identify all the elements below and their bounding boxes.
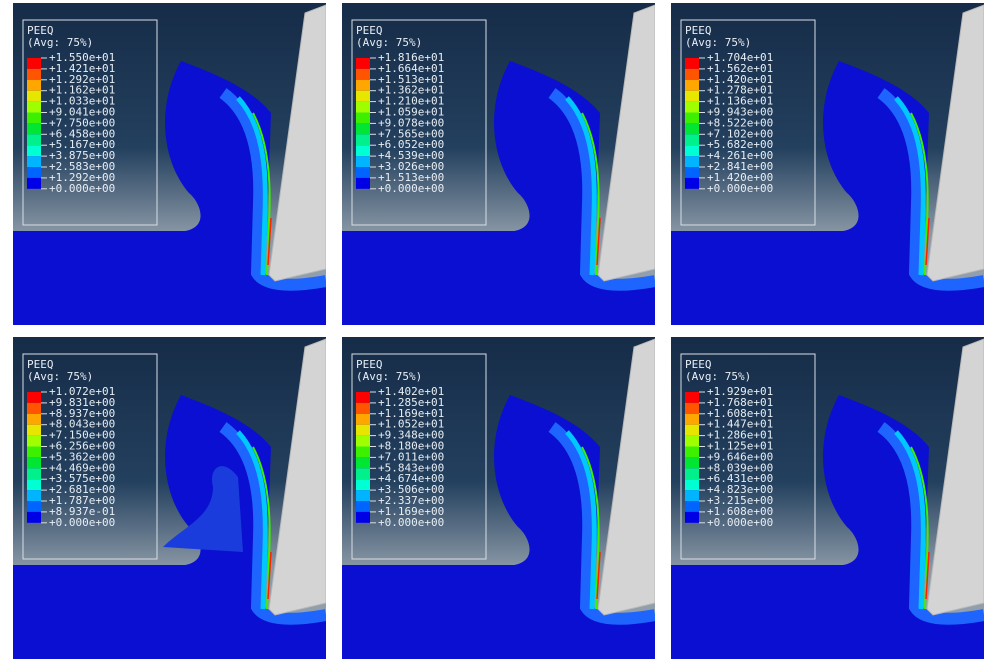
legend-swatch bbox=[356, 447, 370, 458]
legend-swatch bbox=[27, 490, 41, 501]
legend-average: (Avg: 75%) bbox=[685, 370, 751, 383]
legend-swatch bbox=[685, 468, 699, 479]
legend-swatch bbox=[356, 479, 370, 490]
legend-swatch bbox=[685, 414, 699, 425]
legend-label: +0.000e+00 bbox=[49, 516, 115, 529]
legend-swatch bbox=[27, 167, 41, 178]
legend-label: +0.000e+00 bbox=[378, 516, 444, 529]
legend-swatch bbox=[27, 479, 41, 490]
legend-swatch bbox=[27, 457, 41, 468]
simulation-panel: PEEQ(Avg: 75%)+1.929e+01+1.768e+01+1.608… bbox=[671, 337, 984, 659]
legend-swatch bbox=[685, 490, 699, 501]
legend-swatch bbox=[356, 468, 370, 479]
legend-swatch bbox=[685, 80, 699, 91]
legend-average: (Avg: 75%) bbox=[356, 36, 422, 49]
legend-swatch bbox=[27, 392, 41, 403]
legend-swatch bbox=[27, 145, 41, 156]
legend-swatch bbox=[685, 178, 699, 189]
legend-swatch bbox=[356, 134, 370, 145]
legend-swatch bbox=[685, 447, 699, 458]
simulation-panel: PEEQ(Avg: 75%)+1.402e+01+1.285e+01+1.169… bbox=[342, 337, 655, 659]
legend-swatch bbox=[356, 392, 370, 403]
legend-swatch bbox=[356, 501, 370, 512]
legend-swatch bbox=[685, 134, 699, 145]
legend-swatch bbox=[27, 447, 41, 458]
legend-swatch bbox=[356, 490, 370, 501]
legend-swatch bbox=[356, 403, 370, 414]
legend-swatch bbox=[356, 156, 370, 167]
legend-average: (Avg: 75%) bbox=[27, 370, 93, 383]
legend-swatch bbox=[356, 512, 370, 523]
legend-swatch bbox=[27, 414, 41, 425]
legend-swatch bbox=[27, 156, 41, 167]
legend-swatch bbox=[356, 123, 370, 134]
legend-swatch bbox=[685, 479, 699, 490]
legend-swatch bbox=[27, 58, 41, 69]
legend-swatch bbox=[685, 512, 699, 523]
legend-swatch bbox=[356, 91, 370, 102]
simulation-panel: PEEQ(Avg: 75%)+1.550e+01+1.421e+01+1.292… bbox=[13, 3, 326, 325]
legend-swatch bbox=[685, 457, 699, 468]
legend-swatch bbox=[27, 178, 41, 189]
legend-swatch bbox=[27, 69, 41, 80]
simulation-panel: PEEQ(Avg: 75%)+1.072e+01+9.831e+00+8.937… bbox=[13, 337, 326, 659]
legend-swatch bbox=[685, 58, 699, 69]
simulation-panel: PEEQ(Avg: 75%)+1.816e+01+1.664e+01+1.513… bbox=[342, 3, 655, 325]
legend-swatch bbox=[356, 145, 370, 156]
legend-swatch bbox=[356, 178, 370, 189]
legend-average: (Avg: 75%) bbox=[27, 36, 93, 49]
legend-swatch bbox=[685, 113, 699, 124]
legend-label: +0.000e+00 bbox=[707, 182, 773, 195]
legend-swatch bbox=[685, 425, 699, 436]
legend-swatch bbox=[27, 501, 41, 512]
legend-swatch bbox=[685, 392, 699, 403]
legend-swatch bbox=[27, 102, 41, 113]
legend-swatch bbox=[27, 123, 41, 134]
legend-swatch bbox=[685, 501, 699, 512]
legend-swatch bbox=[27, 425, 41, 436]
legend-swatch bbox=[27, 113, 41, 124]
legend-swatch bbox=[685, 145, 699, 156]
legend-swatch bbox=[27, 80, 41, 91]
legend-swatch bbox=[27, 134, 41, 145]
legend-swatch bbox=[356, 167, 370, 178]
legend-label: +0.000e+00 bbox=[49, 182, 115, 195]
legend-swatch bbox=[27, 91, 41, 102]
legend-swatch bbox=[685, 91, 699, 102]
legend-swatch bbox=[356, 414, 370, 425]
legend-swatch bbox=[356, 69, 370, 80]
legend-swatch bbox=[356, 113, 370, 124]
legend-swatch bbox=[356, 457, 370, 468]
legend-label: +0.000e+00 bbox=[378, 182, 444, 195]
legend-average: (Avg: 75%) bbox=[685, 36, 751, 49]
legend-swatch bbox=[685, 123, 699, 134]
legend-swatch bbox=[356, 80, 370, 91]
legend-swatch bbox=[356, 425, 370, 436]
legend-swatch bbox=[356, 436, 370, 447]
simulation-panel: PEEQ(Avg: 75%)+1.704e+01+1.562e+01+1.420… bbox=[671, 3, 984, 325]
figure-grid: PEEQ(Avg: 75%)+1.550e+01+1.421e+01+1.292… bbox=[0, 0, 984, 655]
legend-swatch bbox=[685, 69, 699, 80]
legend-swatch bbox=[685, 403, 699, 414]
legend-swatch bbox=[685, 156, 699, 167]
legend-swatch bbox=[685, 102, 699, 113]
legend-label: +0.000e+00 bbox=[707, 516, 773, 529]
legend-swatch bbox=[356, 102, 370, 113]
legend-swatch bbox=[27, 468, 41, 479]
legend-swatch bbox=[27, 436, 41, 447]
legend-swatch bbox=[685, 436, 699, 447]
legend-swatch bbox=[356, 58, 370, 69]
legend-swatch bbox=[27, 403, 41, 414]
legend-swatch bbox=[685, 167, 699, 178]
legend-swatch bbox=[27, 512, 41, 523]
legend-average: (Avg: 75%) bbox=[356, 370, 422, 383]
